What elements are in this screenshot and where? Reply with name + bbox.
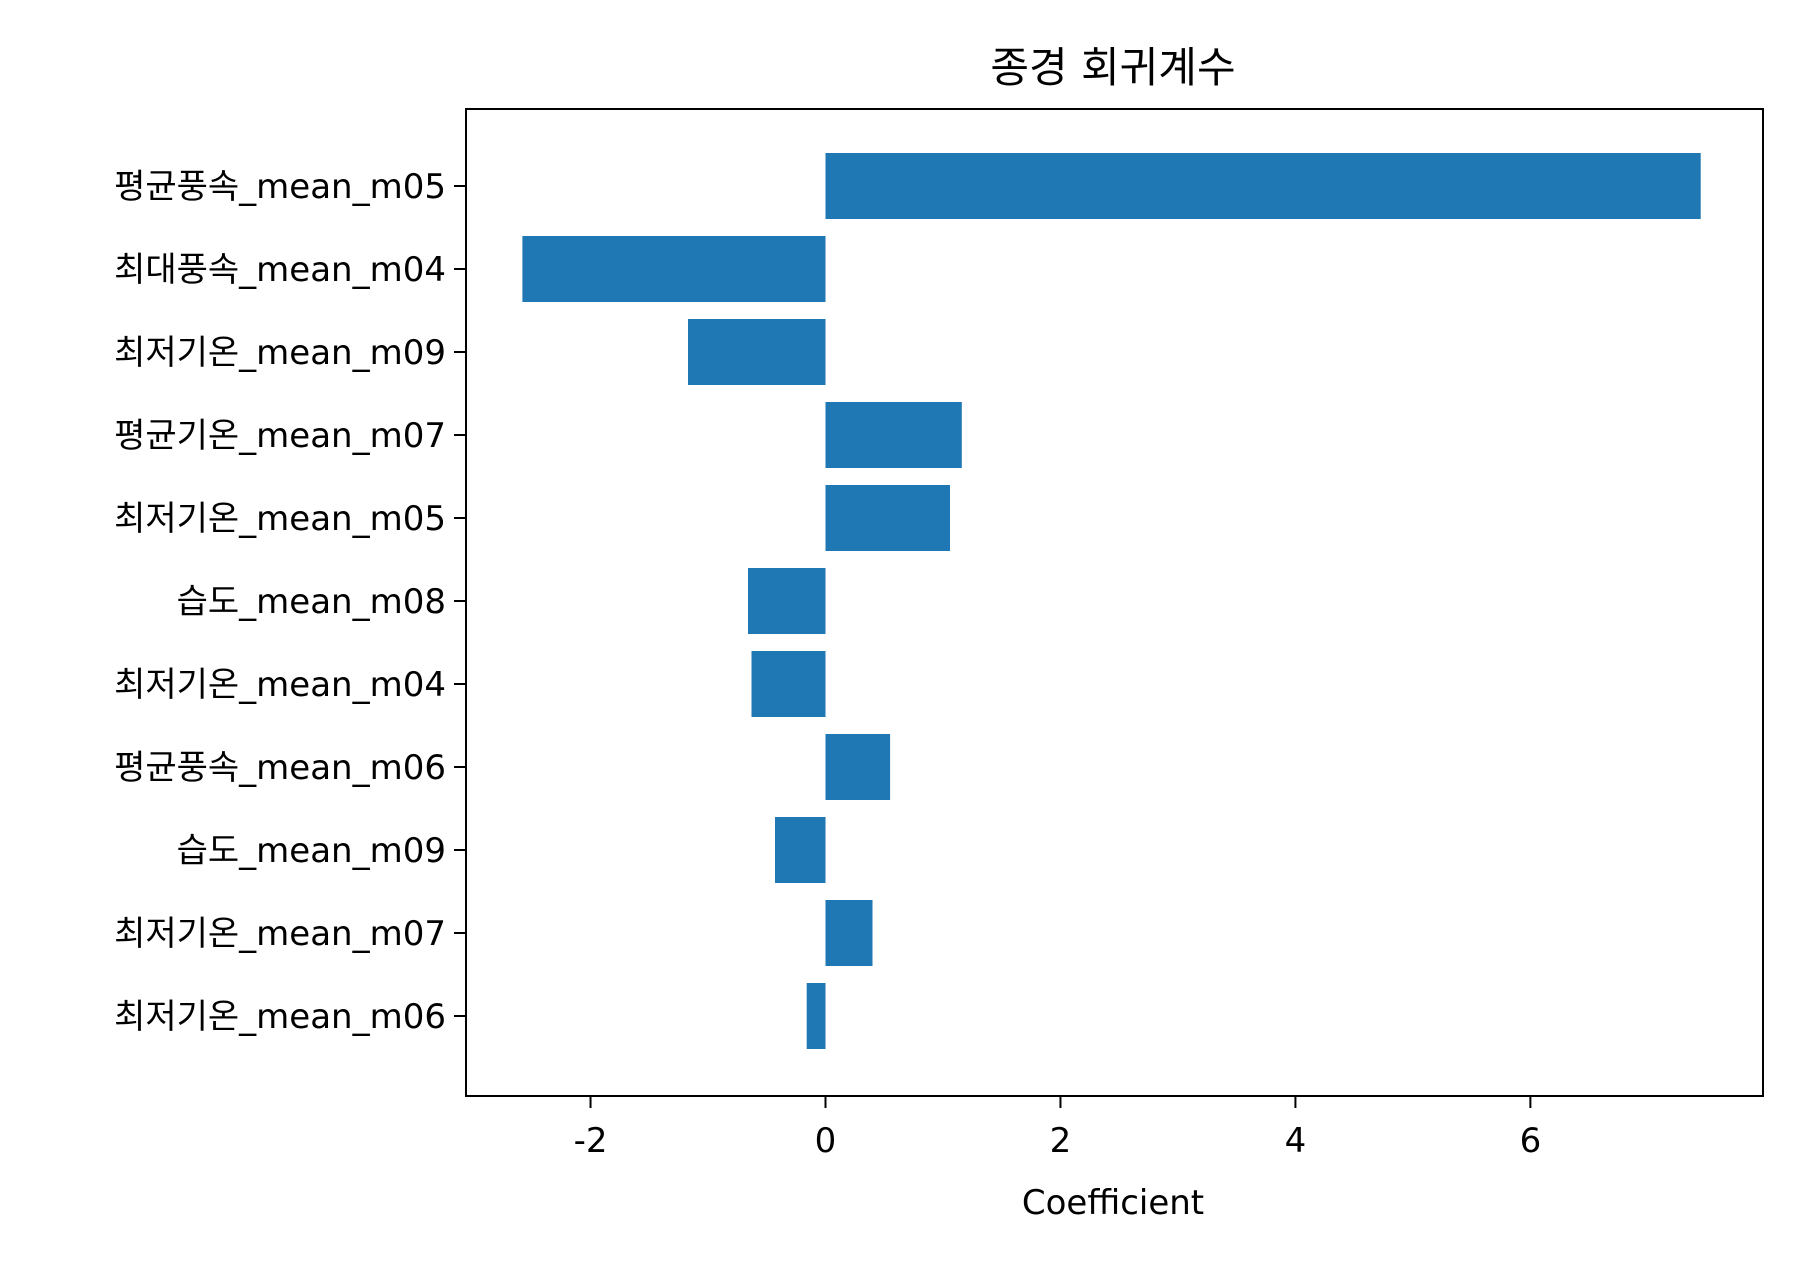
x-tick-label: 2 (1050, 1121, 1072, 1161)
bar (825, 485, 950, 551)
chart-title: 종경 회귀계수 (990, 43, 1235, 92)
bar (522, 236, 826, 302)
x-tick-label: 4 (1285, 1121, 1307, 1161)
bar (825, 402, 962, 468)
bar (751, 651, 826, 717)
x-tick-label: -2 (574, 1121, 608, 1161)
y-tick-label: 최저기온_mean_m07 (114, 914, 446, 954)
x-tick-label: 0 (815, 1121, 837, 1161)
y-tick-label: 습도_mean_m08 (177, 582, 446, 622)
y-tick-label: 최저기온_mean_m06 (114, 997, 446, 1037)
y-tick-label: 평균풍속_mean_m05 (114, 167, 446, 207)
bar (775, 817, 826, 883)
y-tick-label: 평균기온_mean_m07 (114, 416, 446, 456)
y-tick-label: 평균풍속_mean_m06 (114, 748, 446, 788)
y-tick-label: 최저기온_mean_m09 (114, 333, 446, 373)
bar (825, 153, 1701, 219)
y-tick-label: 습도_mean_m09 (177, 831, 446, 871)
bar (806, 983, 826, 1049)
bars-layer (522, 153, 1701, 1049)
y-tick-label: 최저기온_mean_m04 (114, 665, 446, 705)
x-tick-label: 6 (1520, 1121, 1542, 1161)
plot-frame (465, 108, 1764, 1097)
y-axis-ticks: 평균풍속_mean_m05 최대풍속_mean_m04 최저기온_mean_m09 평… (114, 167, 466, 1037)
x-axis-label: Coefficient (1022, 1183, 1204, 1223)
bar (825, 734, 891, 800)
x-axis-ticks: -2 0 2 4 6 (574, 1096, 1542, 1161)
y-tick-label: 최저기온_mean_m05 (114, 499, 446, 539)
bar (825, 900, 873, 966)
bar (688, 319, 826, 385)
y-tick-label: 최대풍속_mean_m04 (114, 250, 446, 290)
bar (748, 568, 826, 634)
